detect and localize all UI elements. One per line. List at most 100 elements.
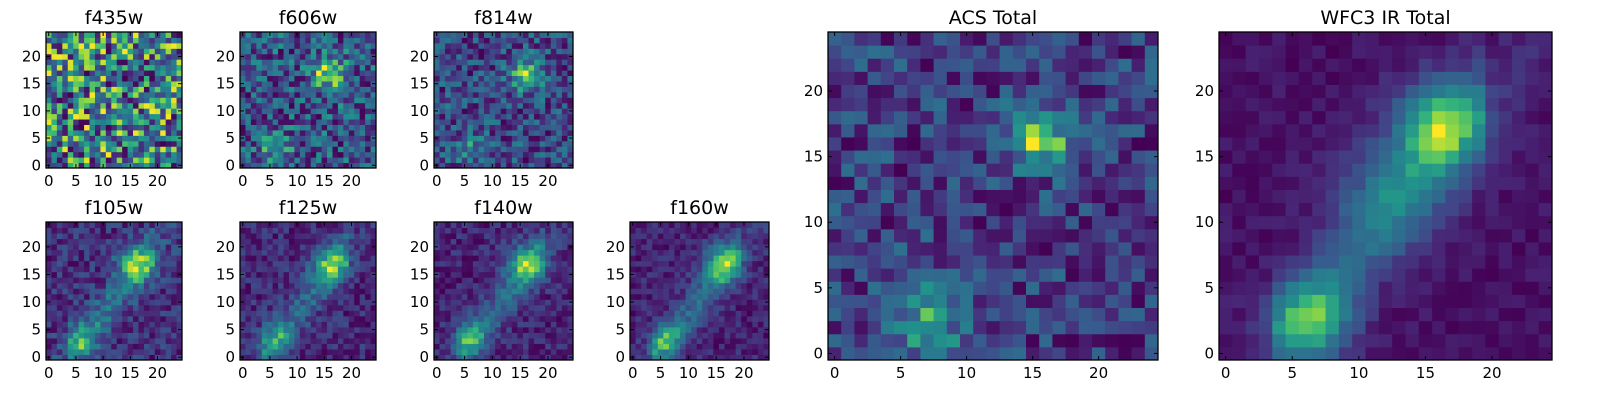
heatmap-cell: [445, 151, 452, 158]
heatmap-cell: [534, 124, 541, 131]
heatmap-cell: [176, 140, 183, 147]
heatmap-cell: [1092, 189, 1106, 204]
heatmap-cell: [245, 48, 252, 55]
heatmap-cell: [171, 119, 178, 125]
heatmap-cell: [539, 135, 546, 142]
heatmap-cell: [1026, 241, 1040, 256]
heatmap-cell: [122, 140, 129, 147]
heatmap-cell: [67, 157, 74, 164]
heatmap-cell: [143, 233, 150, 240]
heatmap-cell: [67, 304, 74, 311]
heatmap-cell: [46, 315, 52, 322]
heatmap-cell: [46, 102, 52, 109]
heatmap-cell: [663, 222, 670, 229]
heatmap-cell: [478, 129, 485, 136]
heatmap-cell: [94, 124, 101, 131]
heatmap-cell: [1026, 307, 1040, 322]
heatmap-cell: [550, 91, 557, 98]
heatmap-cell: [495, 157, 502, 164]
heatmap-cell: [730, 348, 737, 355]
heatmap-cell: [56, 304, 63, 311]
heatmap-cell: [567, 337, 574, 344]
heatmap-cell: [171, 337, 178, 344]
heatmap-cell: [472, 332, 479, 339]
y-tick-label: 0: [31, 348, 41, 366]
heatmap-cell: [567, 310, 574, 317]
heatmap-cell: [316, 227, 323, 234]
heatmap-cell: [56, 140, 63, 147]
heatmap-cell: [495, 277, 502, 284]
heatmap-cell: [67, 42, 74, 49]
heatmap-cell: [278, 222, 285, 229]
heatmap-cell: [256, 293, 263, 300]
heatmap-cell: [267, 151, 274, 158]
heatmap-cell: [439, 64, 446, 71]
heatmap-cell: [880, 176, 895, 190]
heatmap-cell: [757, 310, 764, 317]
heatmap-cell: [294, 113, 301, 120]
heatmap-cell: [500, 255, 507, 262]
heatmap-cell: [56, 146, 63, 153]
heatmap-cell: [763, 293, 770, 300]
heatmap-cell: [534, 321, 541, 328]
heatmap-cell: [62, 91, 69, 98]
heatmap-cell: [122, 75, 129, 82]
heatmap-cell: [685, 277, 692, 284]
heatmap-cell: [450, 249, 457, 256]
heatmap-cell: [294, 64, 301, 71]
y-tick-label: 20: [22, 47, 41, 65]
heatmap-cell: [746, 299, 753, 306]
heatmap-cell: [561, 140, 568, 147]
heatmap-cell: [46, 151, 52, 158]
heatmap-cell: [506, 227, 513, 234]
heatmap-cell: [56, 255, 63, 262]
heatmap-cell: [327, 310, 333, 317]
heatmap-cell: [539, 97, 546, 104]
heatmap-cell: [149, 271, 156, 278]
heatmap-cell: [752, 337, 759, 344]
heatmap-cell: [165, 244, 172, 251]
heatmap-cell: [122, 32, 129, 38]
heatmap-cell: [51, 299, 58, 306]
heatmap-cell: [154, 299, 161, 306]
heatmap-cell: [316, 91, 323, 98]
heatmap-cell: [478, 97, 485, 104]
heatmap-cell: [506, 140, 513, 147]
heatmap-cell: [511, 42, 518, 49]
heatmap-cell: [370, 282, 377, 289]
heatmap-cell: [534, 75, 541, 82]
heatmap-cell: [89, 293, 96, 300]
heatmap-cell: [456, 332, 463, 339]
heatmap-cell: [495, 260, 502, 267]
heatmap-cell: [250, 70, 257, 77]
heatmap-cell: [272, 75, 279, 82]
heatmap-cell: [478, 162, 485, 169]
heatmap-cell: [51, 108, 58, 115]
heatmap-cell: [999, 255, 1014, 269]
heatmap-cell: [283, 293, 290, 300]
heatmap-cell: [702, 277, 709, 284]
heatmap-cell: [100, 304, 107, 311]
heatmap-cell: [165, 282, 172, 289]
heatmap-cell: [478, 32, 485, 38]
heatmap-cell: [138, 108, 145, 115]
heatmap-cell: [261, 37, 268, 44]
heatmap-cell: [528, 271, 535, 278]
heatmap-cell: [365, 222, 372, 229]
heatmap-cell: [511, 124, 518, 131]
heatmap-cell: [46, 48, 52, 55]
heatmap-cell: [73, 260, 80, 267]
heatmap-cell: [316, 315, 323, 322]
heatmap-cell: [680, 260, 687, 267]
heatmap-cell: [327, 80, 333, 87]
heatmap-cell: [127, 238, 134, 245]
heatmap-cell: [332, 129, 339, 136]
heatmap-cell: [691, 337, 698, 344]
heatmap-cell: [176, 227, 183, 234]
heatmap-cell: [105, 227, 112, 234]
heatmap-cell: [171, 37, 178, 44]
heatmap-cell: [567, 222, 574, 229]
heatmap-cell: [506, 53, 513, 60]
heatmap-cell: [310, 310, 317, 317]
heatmap-cell: [668, 266, 675, 273]
